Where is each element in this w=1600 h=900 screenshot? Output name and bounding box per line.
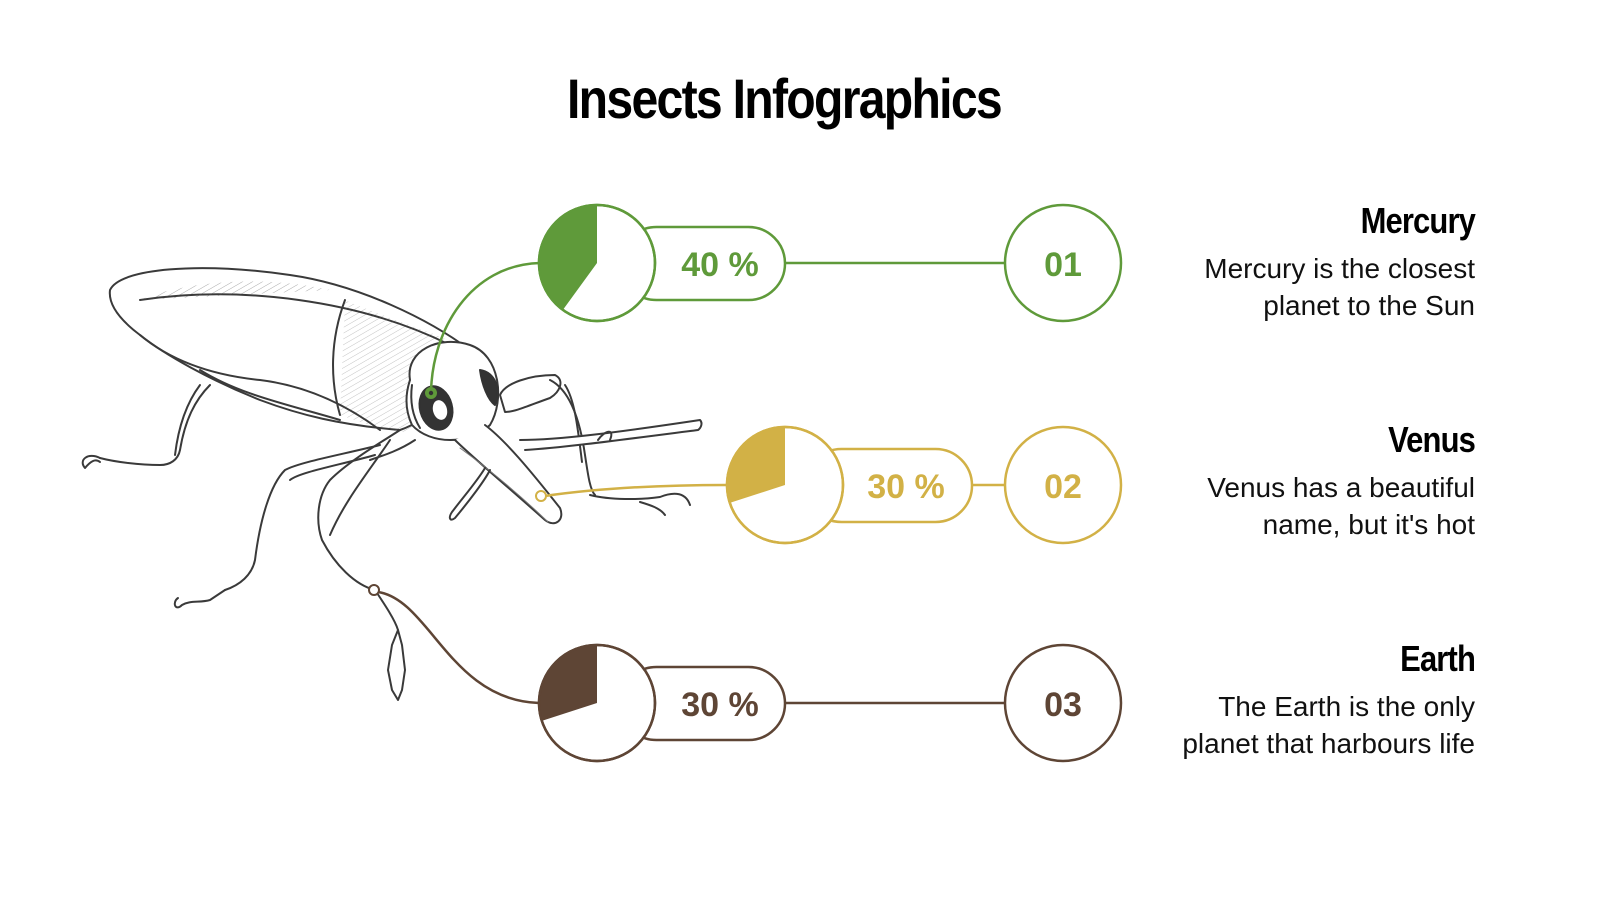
info-description-line: The Earth is the only [1218, 691, 1475, 722]
info-block-venus: Venus Venus has a beautiful name, but it… [1095, 419, 1476, 543]
connector-dot-brown [368, 584, 380, 596]
row-1-pie-slice [539, 205, 597, 310]
info-description: Venus has a beautiful name, but it's hot [1095, 469, 1475, 543]
row-2-pie-slice [726, 427, 785, 503]
row-2: 30 % 02 [725, 425, 1123, 545]
info-description-line: Mercury is the closest [1204, 253, 1475, 284]
row-3-number: 03 [1044, 686, 1082, 724]
info-heading: Venus [1388, 419, 1476, 460]
row-2-number: 02 [1044, 468, 1082, 506]
info-heading: Earth [1400, 638, 1476, 679]
connector-brown [377, 590, 540, 705]
row-3: 30 % 03 [537, 643, 1123, 763]
row-1-number-circle [1003, 203, 1123, 323]
connector-dot-green-center [428, 390, 434, 396]
connector-gold [544, 483, 728, 498]
info-description: The Earth is the only planet that harbou… [1095, 688, 1475, 762]
info-block-mercury: Mercury Mercury is the closest planet to… [1095, 200, 1476, 324]
insect-illustration [81, 267, 703, 701]
row-3-percent-label: 30 % [681, 686, 759, 724]
info-block-earth: Earth The Earth is the only planet that … [1095, 638, 1476, 762]
row-2-number-circle [1003, 425, 1123, 545]
info-description-line: planet that harbours life [1182, 728, 1475, 759]
row-1-number: 01 [1044, 246, 1082, 284]
row-1: 40 % 01 [537, 203, 1123, 323]
info-description-line: name, but it's hot [1262, 509, 1475, 540]
row-2-percent-label: 30 % [867, 468, 945, 506]
row-3-pie-slice [538, 645, 597, 721]
row-3-number-circle [1003, 643, 1123, 763]
row-1-percent-label: 40 % [681, 246, 759, 284]
connector-green [429, 261, 541, 394]
info-description-line: planet to the Sun [1263, 290, 1475, 321]
info-description-line: Venus has a beautiful [1207, 472, 1475, 503]
info-heading: Mercury [1360, 200, 1476, 241]
connector-dot-gold [535, 490, 547, 502]
info-description: Mercury is the closest planet to the Sun [1095, 250, 1475, 324]
page-title: Insects Infographics [567, 67, 1003, 130]
